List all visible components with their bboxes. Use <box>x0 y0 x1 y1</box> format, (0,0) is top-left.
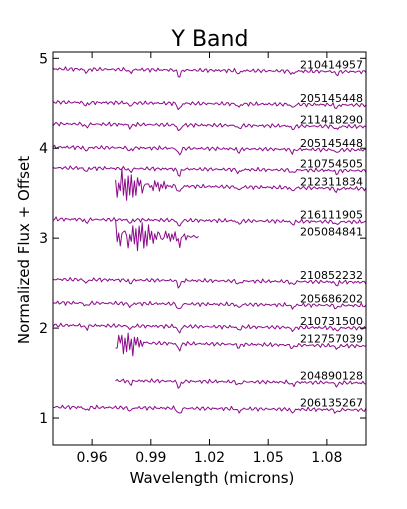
chart-title: Y Band <box>171 27 249 52</box>
spectrum-line <box>53 144 366 156</box>
y-axis-ticks: 1 2 3 4 5 <box>39 51 366 427</box>
series-label: 204890128 <box>300 370 363 383</box>
spectrum-line <box>53 322 366 334</box>
y-axis-label: Normalized Flux + Offset <box>15 156 33 344</box>
series-label: 212757039 <box>300 333 363 346</box>
spectrum-line <box>53 216 366 227</box>
series-label: 211418290 <box>300 113 363 126</box>
spectrum-line <box>115 168 366 201</box>
series-label: 205686202 <box>300 292 363 305</box>
spectrum-line <box>115 332 366 357</box>
spectrum-line <box>53 277 366 289</box>
spectrum-line <box>53 300 366 310</box>
series-label: 210731500 <box>300 315 363 328</box>
x-tick-label: 0.96 <box>77 450 108 466</box>
x-tick-label: 0.99 <box>135 450 166 466</box>
spectrum-line <box>53 100 366 111</box>
series-label: 205084841 <box>300 226 363 239</box>
y-tick-label: 3 <box>39 231 48 247</box>
spectrum-line <box>53 165 366 177</box>
series-label: 210414957 <box>300 59 363 72</box>
spectrum-line <box>53 66 366 78</box>
x-axis-label: Wavelength (microns) <box>130 469 295 487</box>
x-tick-label: 1.05 <box>253 450 284 466</box>
series-label: 206135267 <box>300 397 363 410</box>
y-tick-label: 2 <box>39 321 48 337</box>
x-axis-ticks: 0.96 0.99 1.02 1.05 1.08 <box>77 52 342 466</box>
spectrum-line <box>115 378 366 389</box>
plot-area: 210414957 205145448 211418290 205145448 2107… <box>53 59 366 414</box>
spectrum-line <box>53 404 366 414</box>
series-label: 210852232 <box>300 269 363 282</box>
x-tick-label: 1.02 <box>194 450 225 466</box>
y-tick-label: 1 <box>39 411 48 427</box>
series-label: 216111905 <box>300 209 363 222</box>
y-tick-label: 5 <box>39 51 48 67</box>
series-label: 205145448 <box>300 137 363 150</box>
axes-frame <box>52 51 367 446</box>
series-label: 212311834 <box>300 175 363 188</box>
y-tick-label: 4 <box>39 141 48 157</box>
spectrum-line <box>115 219 199 252</box>
series-label: 205145448 <box>300 92 363 105</box>
spectrum-line <box>53 121 366 131</box>
series-label: 210754505 <box>300 157 363 170</box>
x-tick-label: 1.08 <box>311 450 342 466</box>
